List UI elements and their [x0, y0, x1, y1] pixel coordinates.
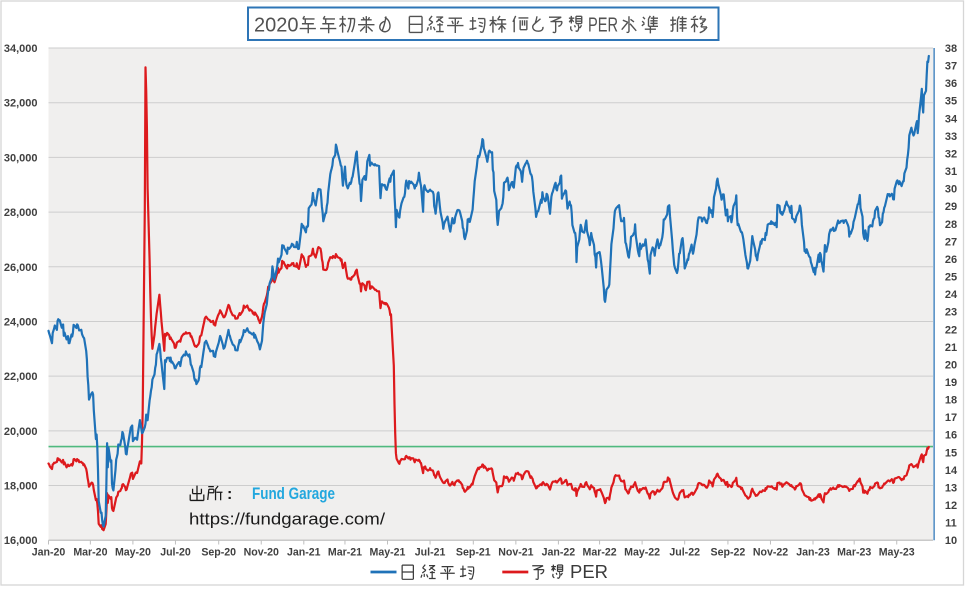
svg-text:Sep-20: Sep-20 [201, 547, 236, 559]
svg-text:16,000: 16,000 [4, 535, 38, 547]
svg-text:14: 14 [945, 465, 958, 477]
svg-text:31: 31 [945, 166, 957, 178]
svg-text:30,000: 30,000 [4, 152, 38, 164]
svg-text:19: 19 [945, 377, 957, 389]
svg-text:15: 15 [945, 447, 957, 459]
svg-text:25: 25 [945, 272, 957, 284]
svg-text:Jul-20: Jul-20 [160, 547, 191, 559]
svg-text:17: 17 [945, 412, 957, 424]
svg-text:22: 22 [945, 324, 957, 336]
svg-text:36: 36 [945, 78, 957, 90]
svg-text:26,000: 26,000 [4, 262, 38, 274]
svg-text:28: 28 [945, 219, 957, 231]
svg-text:Jul-22: Jul-22 [669, 547, 700, 559]
svg-text:Mar-23: Mar-23 [837, 547, 871, 559]
svg-text:11: 11 [945, 518, 957, 530]
svg-text:Jan-20: Jan-20 [32, 547, 66, 559]
svg-text:PER: PER [588, 15, 618, 37]
svg-text:May-21: May-21 [370, 547, 406, 559]
svg-text:16: 16 [945, 430, 957, 442]
svg-text:Mar-21: Mar-21 [328, 547, 362, 559]
svg-text:37: 37 [945, 61, 957, 73]
svg-text:May-22: May-22 [624, 547, 660, 559]
svg-text:38: 38 [945, 43, 957, 55]
svg-text:Nov-21: Nov-21 [498, 547, 533, 559]
svg-text:22,000: 22,000 [4, 371, 38, 383]
svg-text:29: 29 [945, 201, 957, 213]
svg-text:27: 27 [945, 236, 957, 248]
svg-text:PER: PER [570, 562, 608, 582]
svg-text:32,000: 32,000 [4, 98, 38, 110]
svg-text:21: 21 [945, 342, 957, 354]
svg-text:34: 34 [945, 113, 958, 125]
svg-text:Nov-22: Nov-22 [753, 547, 788, 559]
svg-text:Jan-21: Jan-21 [287, 547, 321, 559]
svg-text:20,000: 20,000 [4, 426, 38, 438]
svg-text:Sep-21: Sep-21 [456, 547, 491, 559]
svg-text:20: 20 [945, 359, 957, 371]
svg-text:26: 26 [945, 254, 957, 266]
svg-text:13: 13 [945, 483, 957, 495]
svg-text::: : [227, 486, 232, 503]
svg-text:May-20: May-20 [115, 547, 151, 559]
svg-text:34,000: 34,000 [4, 43, 38, 55]
svg-text:35: 35 [945, 96, 957, 108]
svg-text:18,000: 18,000 [4, 481, 38, 493]
svg-text:Mar-20: Mar-20 [73, 547, 107, 559]
svg-text:Fund Garage: Fund Garage [252, 484, 335, 503]
svg-text:12: 12 [945, 500, 957, 512]
svg-text:Jan-23: Jan-23 [796, 547, 830, 559]
svg-text:32: 32 [945, 149, 957, 161]
svg-text:Mar-22: Mar-22 [583, 547, 617, 559]
svg-text:28,000: 28,000 [4, 207, 38, 219]
svg-text:24,000: 24,000 [4, 316, 38, 328]
svg-text:https://fundgarage.com/: https://fundgarage.com/ [189, 510, 385, 529]
svg-text:33: 33 [945, 131, 957, 143]
svg-text:18: 18 [945, 395, 957, 407]
svg-text:Jan-22: Jan-22 [542, 547, 576, 559]
svg-text:23: 23 [945, 307, 957, 319]
svg-text:2020: 2020 [254, 15, 299, 37]
svg-text:Jul-21: Jul-21 [415, 547, 446, 559]
svg-text:10: 10 [945, 535, 957, 547]
svg-text:Nov-20: Nov-20 [244, 547, 279, 559]
svg-text:24: 24 [945, 289, 958, 301]
svg-text:Sep-22: Sep-22 [711, 547, 746, 559]
svg-text:30: 30 [945, 184, 957, 196]
svg-text:May-23: May-23 [879, 547, 915, 559]
